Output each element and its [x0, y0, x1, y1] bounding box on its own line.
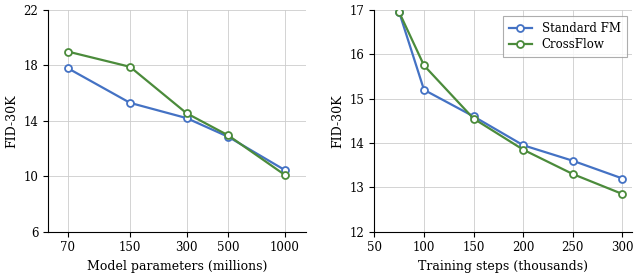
X-axis label: Model parameters (millions): Model parameters (millions)	[87, 260, 268, 273]
Y-axis label: FID-30K: FID-30K	[5, 94, 18, 148]
Legend: Standard FM, CrossFlow: Standard FM, CrossFlow	[502, 16, 627, 57]
X-axis label: Training steps (thousands): Training steps (thousands)	[419, 260, 588, 273]
Y-axis label: FID-30K: FID-30K	[332, 94, 344, 148]
